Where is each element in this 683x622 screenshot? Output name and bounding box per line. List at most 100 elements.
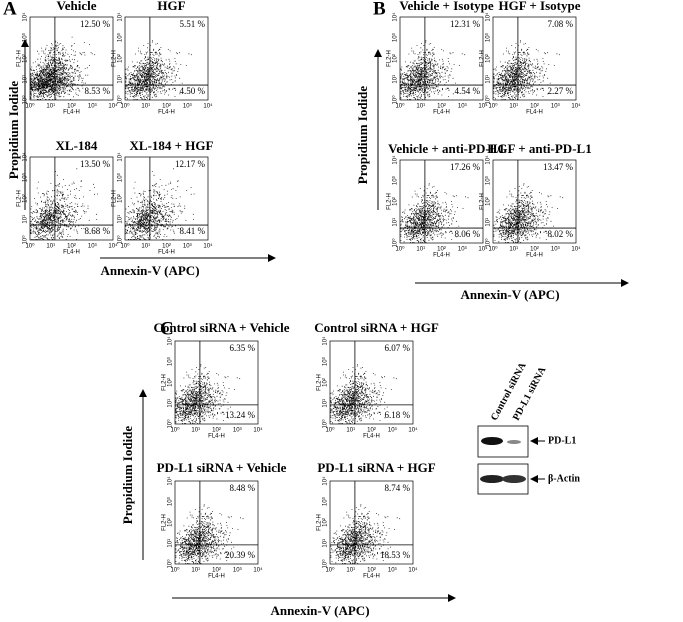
- y-tick-label: 10¹: [323, 539, 329, 548]
- x-tick-label: 10¹: [509, 247, 518, 253]
- x-channel: FL4-H: [363, 574, 380, 580]
- y-tick-label: 10¹: [23, 75, 29, 84]
- y-tick-label: 10³: [486, 176, 492, 185]
- y-tick-label: 10²: [168, 518, 174, 527]
- x-channel: FL4-H: [208, 434, 225, 440]
- plot-frame: [329, 340, 414, 425]
- lower-right-percent: 4.54 %: [455, 86, 481, 96]
- events: [175, 504, 244, 564]
- lower-right-percent: 18.53 %: [380, 550, 411, 560]
- lower-right-percent: 8.02 %: [548, 229, 574, 239]
- plot-frame: [399, 16, 484, 101]
- lower-right-percent: 8.06 %: [455, 229, 481, 239]
- band-label: β-Actin: [548, 473, 580, 484]
- plot-title: HGF + anti-PD-L1: [487, 141, 591, 156]
- y-tick-label: 10⁴: [485, 155, 492, 165]
- upper-right-percent: 8.74 %: [385, 483, 411, 493]
- x-axis-label: Annexin-V (APC): [270, 603, 369, 618]
- upper-right-percent: 17.26 %: [450, 162, 481, 172]
- x-tick-label: 10¹: [346, 428, 355, 434]
- x-tick-label: 10²: [530, 104, 539, 110]
- y-channel: FL2-H: [112, 190, 118, 207]
- x-tick-label: 10²: [530, 247, 539, 253]
- y-tick-label: 10²: [393, 54, 399, 63]
- x-tick-label: 10³: [388, 428, 397, 434]
- y-tick-label: 10⁴: [392, 155, 399, 165]
- x-tick-label: 10⁴: [571, 103, 581, 110]
- x-tick-label: 10⁴: [478, 246, 488, 253]
- events: [330, 364, 397, 424]
- lower-right-percent: 6.18 %: [385, 410, 411, 420]
- x-tick-label: 10²: [367, 428, 376, 434]
- x-channel: FL4-H: [158, 250, 175, 256]
- plot-frame: [174, 340, 259, 425]
- y-tick-label: 10²: [486, 54, 492, 63]
- y-tick-label: 10¹: [486, 75, 492, 84]
- upper-right-percent: 7.08 %: [548, 19, 574, 29]
- upper-right-percent: 12.17 %: [175, 159, 206, 169]
- upper-right-percent: 6.35 %: [230, 343, 256, 353]
- y-channel: FL2-H: [162, 514, 168, 531]
- x-channel: FL4-H: [526, 110, 543, 116]
- y-tick-label: 10⁰: [167, 559, 174, 569]
- plot-title: XL-184 + HGF: [130, 138, 214, 153]
- x-tick-label: 10³: [88, 104, 97, 110]
- y-tick-label: 10⁰: [117, 235, 124, 245]
- x-tick-label: 10³: [233, 428, 242, 434]
- x-channel: FL4-H: [158, 110, 175, 116]
- x-axis-label: Annexin-V (APC): [460, 287, 559, 302]
- y-tick-label: 10²: [23, 194, 29, 203]
- y-tick-label: 10²: [168, 378, 174, 387]
- x-tick-label: 10¹: [416, 247, 425, 253]
- y-tick-label: 10⁰: [167, 419, 174, 429]
- western-blot: [477, 425, 545, 495]
- y-tick-label: 10¹: [168, 539, 174, 548]
- y-tick-label: 10³: [118, 173, 124, 182]
- x-tick-label: 10³: [551, 104, 560, 110]
- x-tick-label: 10⁴: [253, 427, 263, 434]
- y-tick-label: 10¹: [486, 218, 492, 227]
- y-tick-label: 10⁴: [117, 12, 124, 22]
- x-tick-label: 10⁴: [478, 103, 488, 110]
- x-tick-label: 10¹: [509, 104, 518, 110]
- y-tick-label: 10²: [23, 54, 29, 63]
- y-channel: FL2-H: [17, 190, 23, 207]
- y-tick-label: 10⁴: [322, 336, 329, 346]
- y-tick-label: 10⁰: [485, 95, 492, 105]
- y-tick-label: 10³: [393, 33, 399, 42]
- panel-letter: C: [160, 318, 174, 339]
- y-tick-label: 10²: [323, 518, 329, 527]
- plot-title: PD-L1 siRNA + HGF: [317, 460, 435, 475]
- x-tick-label: 10³: [183, 104, 192, 110]
- x-tick-label: 10¹: [46, 244, 55, 250]
- panel-letter: A: [3, 0, 17, 19]
- x-channel: FL4-H: [208, 574, 225, 580]
- x-tick-label: 10⁴: [408, 427, 418, 434]
- y-channel: FL2-H: [112, 50, 118, 67]
- upper-right-percent: 6.07 %: [385, 343, 411, 353]
- y-tick-label: 10³: [393, 176, 399, 185]
- y-axis-label: Propidium Iodide: [6, 81, 21, 180]
- y-tick-label: 10⁴: [322, 476, 329, 486]
- x-tick-label: 10²: [437, 247, 446, 253]
- y-channel: FL2-H: [317, 514, 323, 531]
- x-tick-label: 10²: [437, 104, 446, 110]
- x-tick-label: 10³: [233, 568, 242, 574]
- x-tick-label: 10⁰: [170, 567, 180, 574]
- plot-frame: [124, 16, 209, 101]
- y-tick-label: 10⁰: [22, 235, 29, 245]
- y-tick-label: 10³: [118, 33, 124, 42]
- x-tick-label: 10¹: [346, 568, 355, 574]
- x-tick-label: 10²: [367, 568, 376, 574]
- y-channel: FL2-H: [480, 193, 486, 210]
